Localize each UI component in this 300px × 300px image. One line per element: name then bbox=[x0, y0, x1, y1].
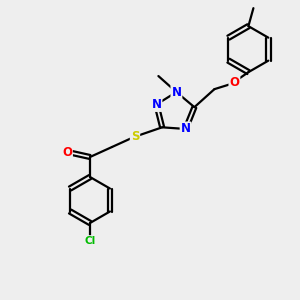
Text: N: N bbox=[152, 98, 161, 111]
Text: O: O bbox=[230, 76, 239, 89]
Text: N: N bbox=[181, 122, 190, 136]
Text: O: O bbox=[62, 146, 72, 158]
Text: Cl: Cl bbox=[84, 236, 96, 246]
Text: N: N bbox=[171, 85, 182, 98]
Text: S: S bbox=[131, 130, 139, 142]
